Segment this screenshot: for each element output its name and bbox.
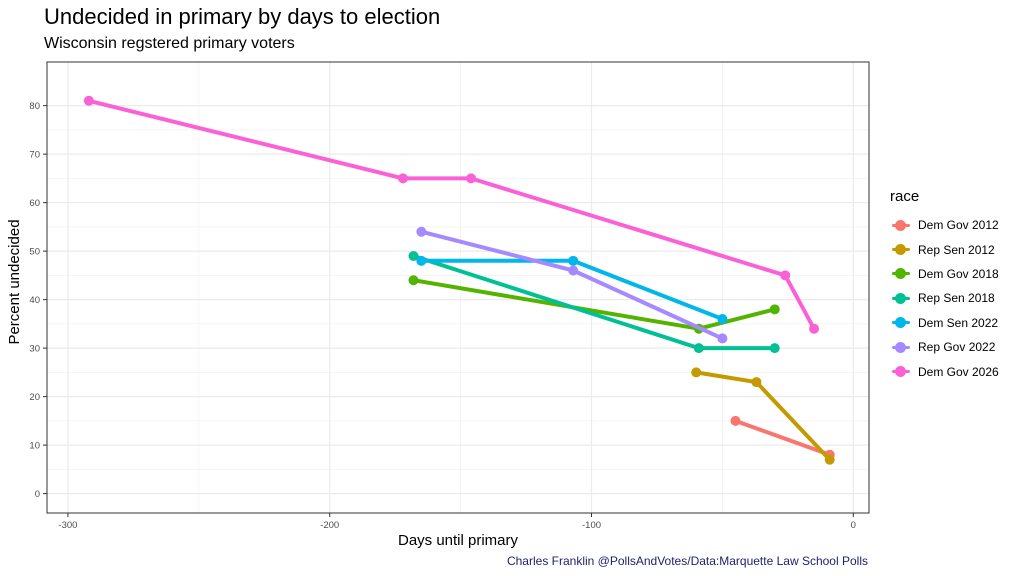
x-tick-label: -100 xyxy=(582,520,601,531)
legend-item: Rep Sen 2012 xyxy=(890,237,999,261)
series-line xyxy=(420,229,724,341)
legend-key-dot xyxy=(895,268,906,280)
data-point xyxy=(824,454,835,465)
data-point xyxy=(751,377,762,388)
legend-item: Rep Sen 2018 xyxy=(890,286,999,310)
legend-items: Dem Gov 2012 Rep Sen 2012 Dem Gov 2018 Rep … xyxy=(890,213,999,384)
y-tick-label: 40 xyxy=(29,295,40,306)
data-point xyxy=(408,275,419,286)
x-tick-label: -300 xyxy=(58,520,77,531)
legend-label: Dem Gov 2012 xyxy=(918,218,999,233)
legend: race Dem Gov 2012 Rep Sen 2012 Dem Gov 201… xyxy=(890,188,999,384)
legend-label: Dem Gov 2026 xyxy=(918,364,999,379)
data-point xyxy=(691,367,702,378)
data-point xyxy=(398,173,409,184)
y-tick-label: 50 xyxy=(29,247,40,258)
data-point xyxy=(780,270,791,281)
data-point xyxy=(717,314,728,325)
x-tick-label: 0 xyxy=(851,520,856,531)
y-tick-label: 80 xyxy=(29,101,40,112)
legend-key-dot xyxy=(895,292,906,304)
legend-key xyxy=(890,340,912,354)
legend-item: Dem Gov 2018 xyxy=(890,262,999,286)
legend-title: race xyxy=(890,188,920,205)
y-tick-label: 60 xyxy=(29,198,40,209)
legend-key xyxy=(890,316,912,330)
data-point xyxy=(717,333,728,344)
data-point xyxy=(83,95,94,106)
x-tick-label: -200 xyxy=(320,520,339,531)
x-axis-label: Days until primary xyxy=(398,532,519,549)
legend-key xyxy=(890,267,912,281)
data-point xyxy=(568,255,579,266)
y-tick-label: 10 xyxy=(29,441,40,452)
legend-key-dot xyxy=(895,366,906,378)
series-line xyxy=(734,419,831,457)
legend-key xyxy=(890,243,912,257)
data-point xyxy=(693,343,704,354)
chart-subtitle: Wisconsin regstered primary voters xyxy=(44,35,295,52)
legend-key-dot xyxy=(895,244,906,256)
legend-key-dot xyxy=(895,341,906,353)
legend-item: Dem Gov 2026 xyxy=(890,359,999,383)
legend-key-dot xyxy=(895,317,906,329)
y-tick-label: 30 xyxy=(29,344,40,355)
y-tick-label: 0 xyxy=(35,489,40,500)
caption: Charles Franklin @PollsAndVotes/Data:Mar… xyxy=(506,554,868,568)
data-point xyxy=(769,304,780,315)
data-point xyxy=(809,323,820,334)
plot-border xyxy=(46,61,870,514)
data-point xyxy=(769,343,780,354)
data-point xyxy=(416,226,427,237)
series-line xyxy=(88,98,816,330)
legend-label: Dem Sen 2022 xyxy=(918,315,999,330)
data-point xyxy=(408,250,419,261)
y-axis-label-text: Percent undecided xyxy=(6,219,23,345)
y-tick-label: 70 xyxy=(29,150,40,161)
legend-label: Rep Gov 2022 xyxy=(918,340,996,355)
y-tick-label: 20 xyxy=(29,392,40,403)
data-point xyxy=(466,173,477,184)
legend-key xyxy=(890,365,912,379)
legend-key xyxy=(890,218,912,232)
legend-label: Rep Sen 2012 xyxy=(918,242,995,257)
chart-title: Undecided in primary by days to election xyxy=(44,4,441,29)
data-point xyxy=(730,415,741,426)
data-point xyxy=(416,255,427,266)
legend-label: Rep Sen 2018 xyxy=(918,291,995,306)
legend-key-dot xyxy=(895,219,906,231)
data-point xyxy=(568,265,579,276)
legend-label: Dem Gov 2018 xyxy=(918,266,999,281)
legend-item: Dem Gov 2012 xyxy=(890,213,999,237)
legend-key xyxy=(890,291,912,305)
legend-item: Dem Sen 2022 xyxy=(890,311,999,335)
legend-item: Rep Gov 2022 xyxy=(890,335,999,359)
